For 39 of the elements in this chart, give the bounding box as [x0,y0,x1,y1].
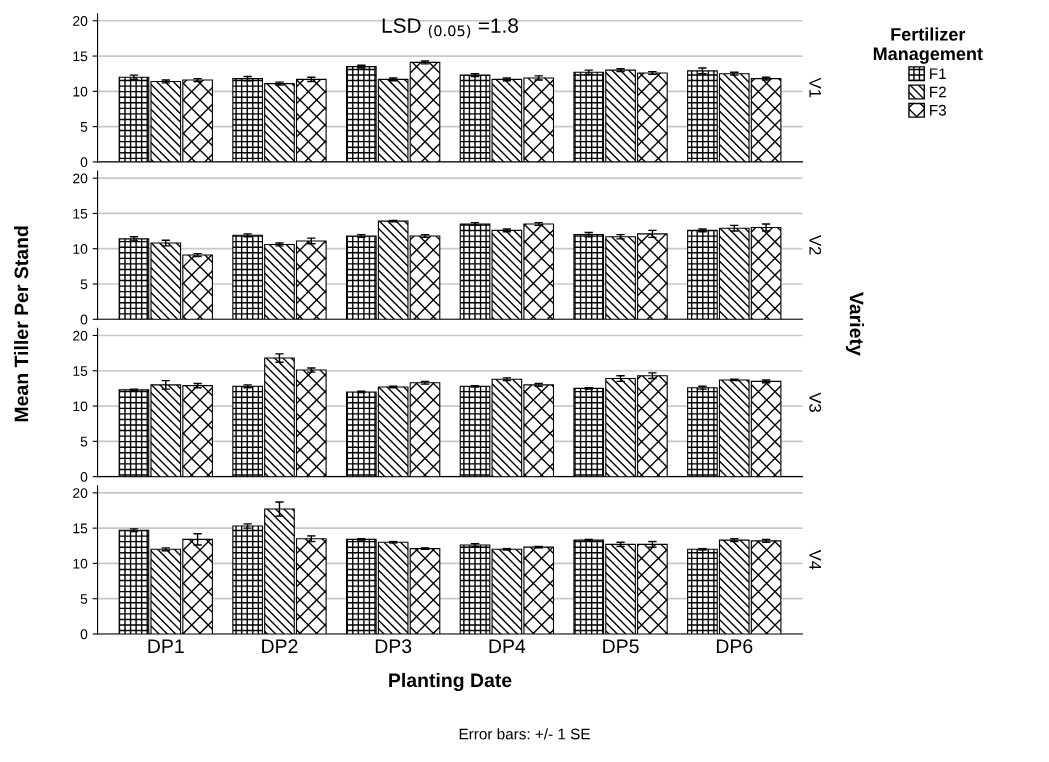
y-tick-label: 5 [80,594,88,604]
y-tick-label: 0 [80,629,88,640]
y-tick-label: 15 [73,208,88,219]
x-tick-label: DP1 [148,639,184,653]
y-tick-label: 5 [80,436,88,447]
y-tick-label: 5 [80,122,88,132]
y-tick-label: 0 [80,471,88,482]
x-tick-label: DP5 [603,639,639,654]
y-tick-label: 10 [73,244,88,254]
text: Variety [845,292,864,356]
y-tick-label: 20 [73,330,88,341]
annotation: LSD $_{(0.05)}$ =1.8 [382,18,519,39]
y-tick-label: 15 [73,523,88,534]
legend-label: F2 [930,86,946,98]
text: Error bars: +/- 1 SE [459,728,590,740]
y-tick-label: 0 [80,314,88,325]
legend-label: F3 [930,104,946,116]
y2-axis-title: V2 [809,235,822,255]
y-tick-label: 10 [73,86,88,97]
y-tick-label: 20 [73,16,88,26]
y2-axis-title: V3 [809,392,822,412]
y-tick-label: 15 [73,366,88,376]
x-tick-label: DP2 [262,639,298,653]
y-tick-label: 10 [73,558,88,569]
y2-axis-title: V4 [809,549,821,570]
y-tick-label: 20 [73,488,88,498]
legend-label: F1 [930,68,946,79]
x-axis-title: Planting Date [389,672,512,692]
x-tick-label: DP6 [716,639,753,654]
x-tick-label: DP4 [489,639,526,653]
y-tick-label: 0 [80,157,88,168]
x-tick-label: DP3 [375,639,412,654]
y-tick-label: 20 [73,173,88,184]
y2-axis-title: V1 [809,77,821,98]
legend-title: Fertilizer Management [873,27,983,64]
y-axis-title: Mean Tiller Per Stand [14,226,29,422]
y-tick-label: 5 [80,279,88,290]
y-tick-label: 10 [73,401,88,412]
y-tick-label: 15 [73,51,88,62]
